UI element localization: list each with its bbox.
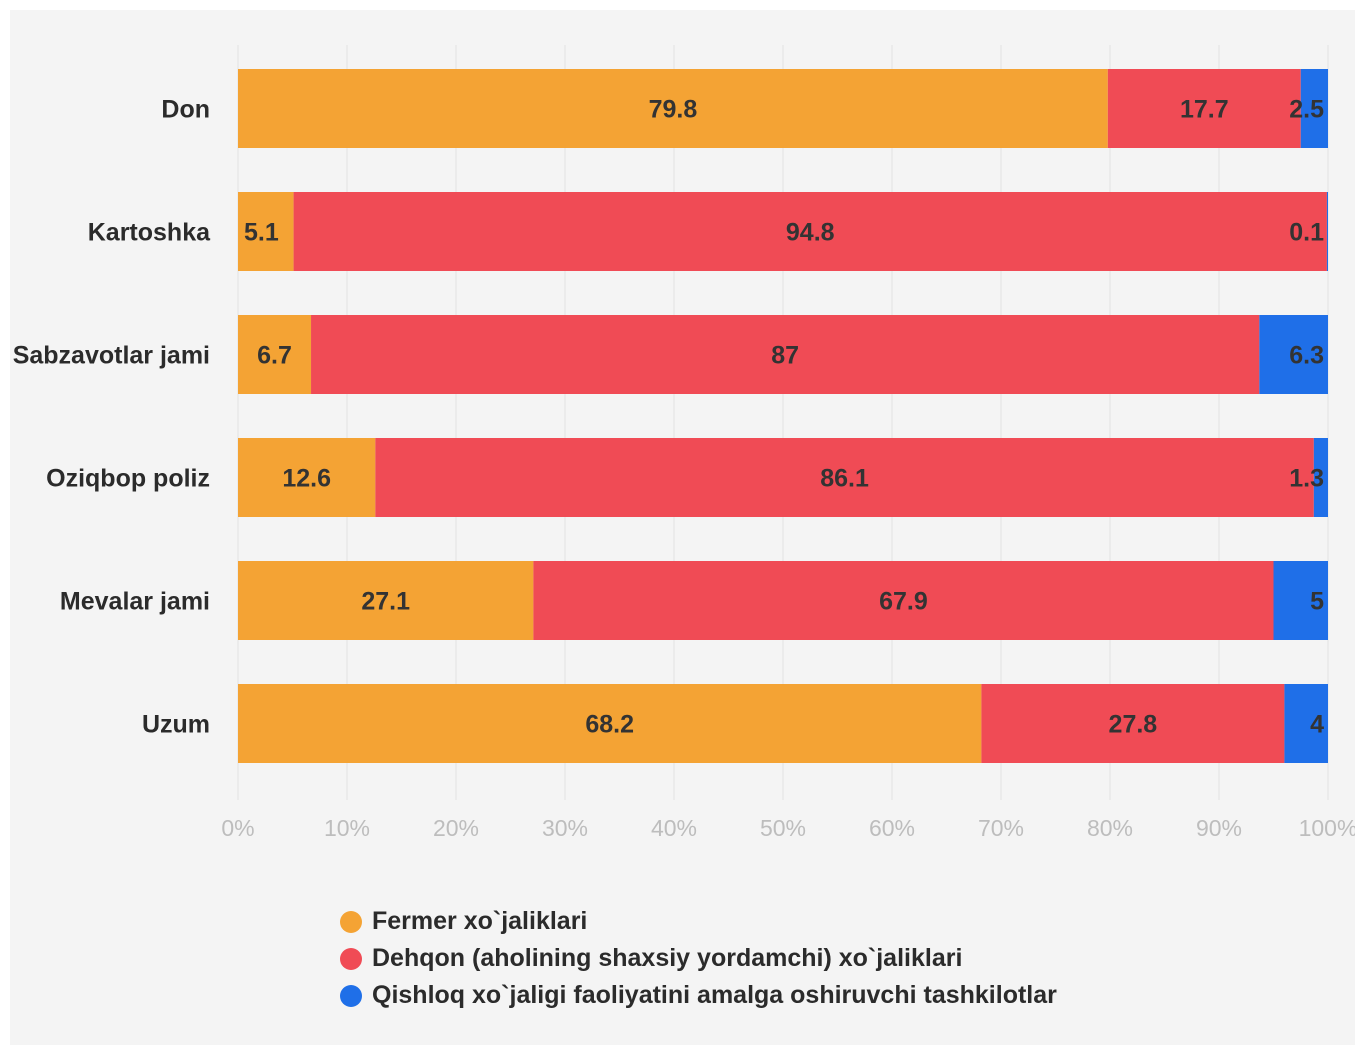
data-label: 6.7 <box>257 342 292 370</box>
x-tick-label: 70% <box>978 815 1024 841</box>
x-tick-label: 80% <box>1087 815 1133 841</box>
legend-item: Fermer xo`jaliklari <box>340 903 1057 940</box>
x-tick-label: 100% <box>1299 815 1355 841</box>
bar-segment <box>238 69 1108 148</box>
data-label: 2.5 <box>1289 96 1324 124</box>
data-label: 79.8 <box>649 96 698 124</box>
data-label: 1.3 <box>1289 465 1324 493</box>
category-label: Kartoshka <box>88 219 211 247</box>
bar-segment <box>311 315 1260 394</box>
bar-segment <box>238 315 312 394</box>
bar-segment <box>1300 69 1328 148</box>
chart-panel: Don Kartoshka Sabzavotlar jami Oziqbop poli… <box>10 10 1355 1045</box>
data-label: 94.8 <box>786 219 835 247</box>
x-tick-labels: 0% 10% 20% 30% 40% 50% 60% 70% 80% 90% 100% <box>221 815 1355 841</box>
legend-dot-icon <box>340 947 362 970</box>
data-label: 12.6 <box>282 465 331 493</box>
data-label: 27.1 <box>361 588 410 616</box>
stacked-bar-chart: Don Kartoshka Sabzavotlar jami Oziqbop poli… <box>13 45 1355 841</box>
data-label: 6.3 <box>1289 342 1324 370</box>
bar-segment <box>1284 684 1328 763</box>
data-label: 4 <box>1310 711 1324 739</box>
data-label: 27.8 <box>1109 711 1158 739</box>
category-label: Sabzavotlar jami <box>13 342 210 370</box>
data-label: 68.2 <box>585 711 634 739</box>
legend-label: Fermer xo`jaliklari <box>372 907 588 935</box>
x-tick-label: 0% <box>221 815 254 841</box>
x-tick-label: 90% <box>1196 815 1242 841</box>
bar-segment <box>1313 438 1328 517</box>
x-tick-label: 10% <box>324 815 370 841</box>
data-label: 86.1 <box>820 465 869 493</box>
data-label: 17.7 <box>1180 96 1229 124</box>
x-tick-label: 60% <box>869 815 915 841</box>
data-label: 5 <box>1310 588 1324 616</box>
category-label: Uzum <box>142 711 210 739</box>
bar-segment <box>375 438 1314 517</box>
bars <box>238 69 1328 763</box>
data-label: 87 <box>771 342 799 370</box>
legend-label: Qishloq xo`jaligi faoliyatini amalga osh… <box>372 981 1057 1009</box>
legend-item: Qishloq xo`jaligi faoliyatini amalga osh… <box>340 977 1057 1014</box>
bar-segment <box>238 561 534 640</box>
legend-item: Dehqon (aholining shaxsiy yordamchi) xo`… <box>340 940 1057 977</box>
data-label: 67.9 <box>879 588 928 616</box>
category-label: Don <box>161 96 210 124</box>
x-tick-label: 40% <box>651 815 697 841</box>
value-labels: 79.8 17.7 2.5 5.1 94.8 0.1 6.7 87 6.3 12.6 86.1 1.3… <box>244 96 1324 739</box>
bar-segment <box>238 438 376 517</box>
bar-segment <box>1326 192 1328 271</box>
bar-segment <box>238 684 982 763</box>
bar-segment <box>238 192 294 271</box>
bar-segment <box>1107 69 1301 148</box>
legend-dot-icon <box>340 910 362 933</box>
x-tick-label: 20% <box>433 815 479 841</box>
bar-segment <box>981 684 1285 763</box>
legend-dot-icon <box>340 984 362 1007</box>
category-label: Oziqbop poliz <box>46 465 210 493</box>
legend-label: Dehqon (aholining shaxsiy yordamchi) xo`… <box>372 944 963 972</box>
data-label: 0.1 <box>1289 219 1324 247</box>
legend: Fermer xo`jaliklari Dehqon (aholining sha… <box>340 903 1057 1014</box>
bar-segment <box>293 192 1327 271</box>
data-label: 5.1 <box>244 219 279 247</box>
bar-segment <box>1259 315 1328 394</box>
category-label: Mevalar jami <box>60 588 210 616</box>
x-tick-label: 30% <box>542 815 588 841</box>
x-tick-label: 50% <box>760 815 806 841</box>
bar-segment <box>533 561 1274 640</box>
bar-segment <box>1273 561 1328 640</box>
category-labels: Don Kartoshka Sabzavotlar jami Oziqbop poli… <box>13 96 211 739</box>
grid-lines <box>237 45 1329 800</box>
